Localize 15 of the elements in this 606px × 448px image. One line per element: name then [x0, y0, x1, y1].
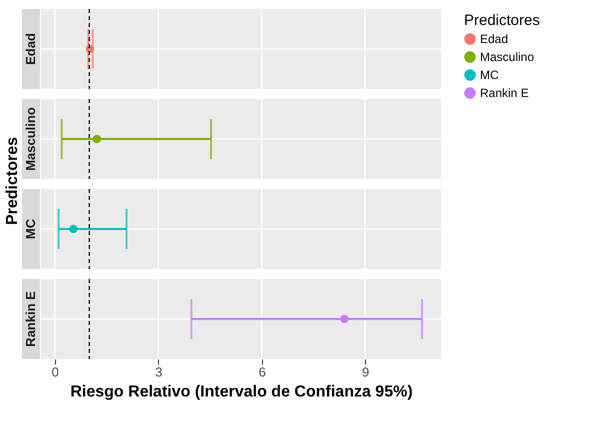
- legend-label: Masculino: [480, 50, 534, 64]
- x-tick-label: 9: [362, 364, 370, 380]
- y-tick-label: Rankin E: [23, 290, 38, 347]
- x-tick-label: 3: [155, 364, 162, 380]
- legend-label: Edad: [480, 32, 508, 46]
- y-tick-label: Edad: [23, 33, 38, 65]
- y-tick-label: Masculino: [23, 107, 38, 171]
- x-axis-title: Riesgo Relativo (Intervalo de Confianza 95%): [70, 384, 413, 400]
- y-tick-label: MC: [23, 218, 38, 240]
- x-tick-label: 0: [52, 364, 59, 380]
- y-axis-title: Predictores: [4, 136, 21, 226]
- legend-title: Predictores: [464, 12, 540, 29]
- x-tick-label: 6: [258, 364, 266, 380]
- legend-label: MC: [480, 68, 499, 82]
- legend-label: Rankin E: [480, 86, 529, 100]
